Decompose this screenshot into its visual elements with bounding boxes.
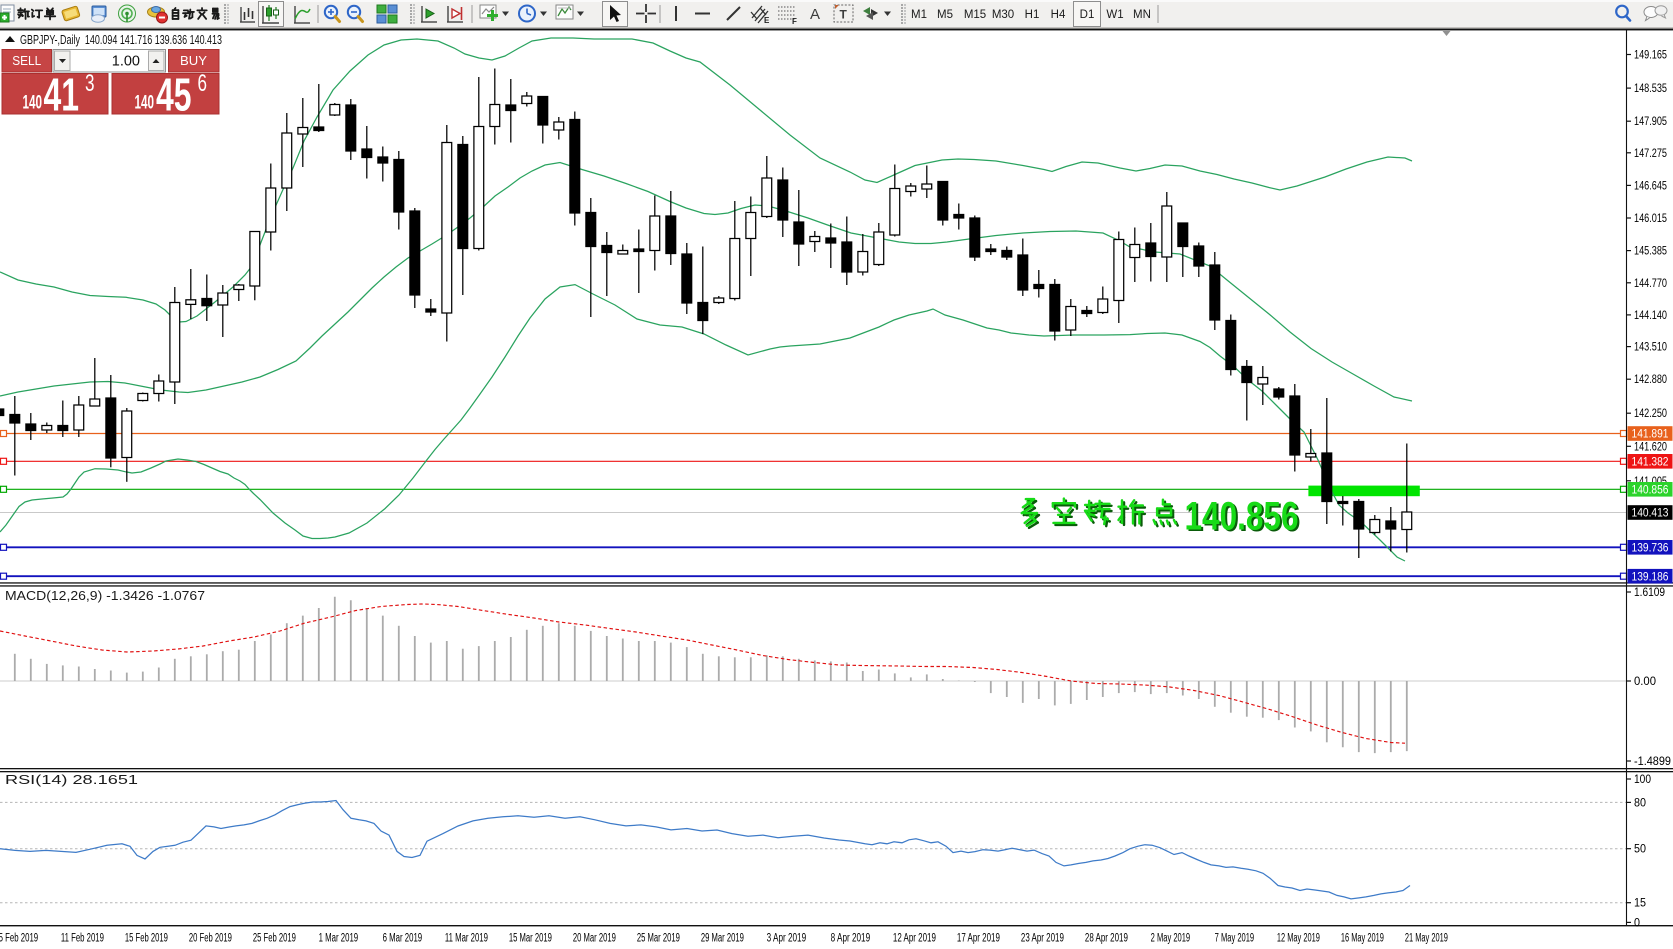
svg-text:0.00: 0.00 [1634,676,1656,688]
svg-text:143.510: 143.510 [1634,342,1667,354]
svg-text:M30: M30 [992,9,1014,21]
svg-text:M15: M15 [964,9,986,21]
svg-text:11 Feb 2019: 11 Feb 2019 [61,933,104,945]
svg-text:100: 100 [1634,774,1651,786]
svg-text:MACD(12,26,9) -1.3426 -1.0767: MACD(12,26,9) -1.3426 -1.0767 [5,588,205,603]
svg-text:MN: MN [1133,9,1151,21]
svg-text:141.620: 141.620 [1634,441,1667,453]
svg-text:11 Mar 2019: 11 Mar 2019 [445,933,488,945]
svg-text:140.856: 140.856 [1187,496,1301,540]
svg-text:140.856: 140.856 [1632,485,1669,497]
svg-text:147.905: 147.905 [1634,116,1667,128]
svg-text:6: 6 [198,70,208,97]
svg-text:142.250: 142.250 [1634,408,1667,420]
svg-text:20 Mar 2019: 20 Mar 2019 [573,933,616,945]
svg-text:140.856: 140.856 [1185,495,1299,539]
svg-text:145.385: 145.385 [1634,246,1667,258]
svg-text:140: 140 [23,93,43,114]
svg-text:146.015: 146.015 [1634,213,1667,225]
svg-text:23 Apr 2019: 23 Apr 2019 [1021,933,1064,945]
svg-text:16 May 2019: 16 May 2019 [1341,933,1384,945]
svg-text:5 Feb 2019: 5 Feb 2019 [0,933,38,945]
svg-text:144.140: 144.140 [1634,310,1667,322]
svg-text:139.186: 139.186 [1632,571,1669,583]
svg-text:139.736: 139.736 [1632,543,1669,555]
svg-text:140.413: 140.413 [1632,508,1669,520]
svg-text:1.6109: 1.6109 [1634,587,1665,599]
svg-text:2 May 2019: 2 May 2019 [1151,933,1191,945]
svg-text:RSI(14) 28.1651: RSI(14) 28.1651 [5,772,138,787]
svg-text:146.645: 146.645 [1634,180,1667,192]
svg-text:29 Mar 2019: 29 Mar 2019 [701,933,744,945]
svg-text:141.382: 141.382 [1632,457,1669,469]
svg-text:28 Apr 2019: 28 Apr 2019 [1085,933,1128,945]
svg-text:12 May 2019: 12 May 2019 [1277,933,1320,945]
svg-text:6 Mar 2019: 6 Mar 2019 [383,933,423,945]
svg-text:GBPJPY-,Daily 140.094 141.716: GBPJPY-,Daily 140.094 141.716 139.636 14… [20,33,222,47]
svg-text:3 Apr 2019: 3 Apr 2019 [767,933,807,945]
svg-text:T: T [840,8,848,22]
svg-text:21 May 2019: 21 May 2019 [1405,933,1448,945]
svg-text:8 Apr 2019: 8 Apr 2019 [831,933,871,945]
svg-text:1.00: 1.00 [112,54,140,70]
svg-text:BUY: BUY [180,53,207,68]
svg-text:149.165: 149.165 [1634,50,1667,62]
svg-text:F: F [792,17,797,26]
svg-text:1 Mar 2019: 1 Mar 2019 [319,933,359,945]
svg-text:15: 15 [1634,898,1646,910]
svg-text:D1: D1 [1080,9,1095,21]
svg-text:W1: W1 [1106,9,1123,21]
svg-text:E: E [764,16,770,25]
svg-text:17 Apr 2019: 17 Apr 2019 [957,933,1000,945]
svg-text:M5: M5 [937,9,953,21]
svg-text:A: A [810,6,820,23]
svg-text:144.770: 144.770 [1634,278,1667,290]
svg-text:H4: H4 [1051,9,1066,21]
svg-text:20 Feb 2019: 20 Feb 2019 [189,933,232,945]
svg-text:140: 140 [135,93,155,114]
svg-text:80: 80 [1634,797,1646,809]
svg-text:H1: H1 [1025,9,1040,21]
svg-text:41: 41 [44,69,80,121]
svg-text:M1: M1 [911,9,927,21]
svg-text:7 May 2019: 7 May 2019 [1215,933,1255,945]
svg-text:0: 0 [1634,917,1640,929]
svg-text:15 Feb 2019: 15 Feb 2019 [125,933,168,945]
svg-text:142.880: 142.880 [1634,374,1667,386]
svg-text:-1.4899: -1.4899 [1634,756,1671,768]
svg-text:50: 50 [1634,844,1646,856]
svg-text:25 Feb 2019: 25 Feb 2019 [253,933,296,945]
svg-text:15 Mar 2019: 15 Mar 2019 [509,933,552,945]
svg-text:45: 45 [156,69,192,121]
svg-text:148.535: 148.535 [1634,83,1667,95]
svg-text:3: 3 [85,70,95,97]
svg-text:12 Apr 2019: 12 Apr 2019 [893,933,936,945]
svg-text:141.891: 141.891 [1632,429,1669,441]
svg-text:147.275: 147.275 [1634,148,1667,160]
svg-text:25 Mar 2019: 25 Mar 2019 [637,933,680,945]
svg-text:SELL: SELL [12,53,41,68]
